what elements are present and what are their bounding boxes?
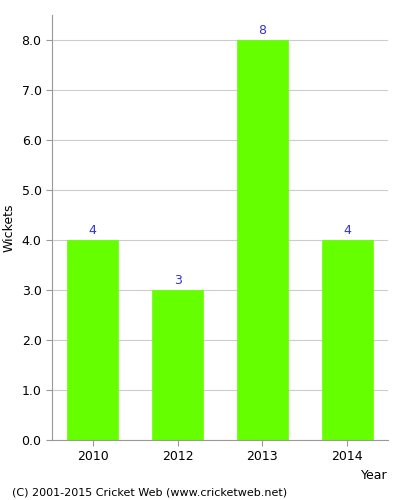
Bar [152,290,203,440]
Y-axis label: Wickets: Wickets [3,203,16,252]
Text: 3: 3 [174,274,182,287]
Text: 4: 4 [89,224,97,237]
X-axis label: Year: Year [361,469,388,482]
Text: 8: 8 [258,24,266,37]
Bar [237,40,288,440]
Bar [67,240,118,440]
Text: 4: 4 [343,224,351,237]
Text: (C) 2001-2015 Cricket Web (www.cricketweb.net): (C) 2001-2015 Cricket Web (www.cricketwe… [12,488,287,498]
Bar [322,240,373,440]
